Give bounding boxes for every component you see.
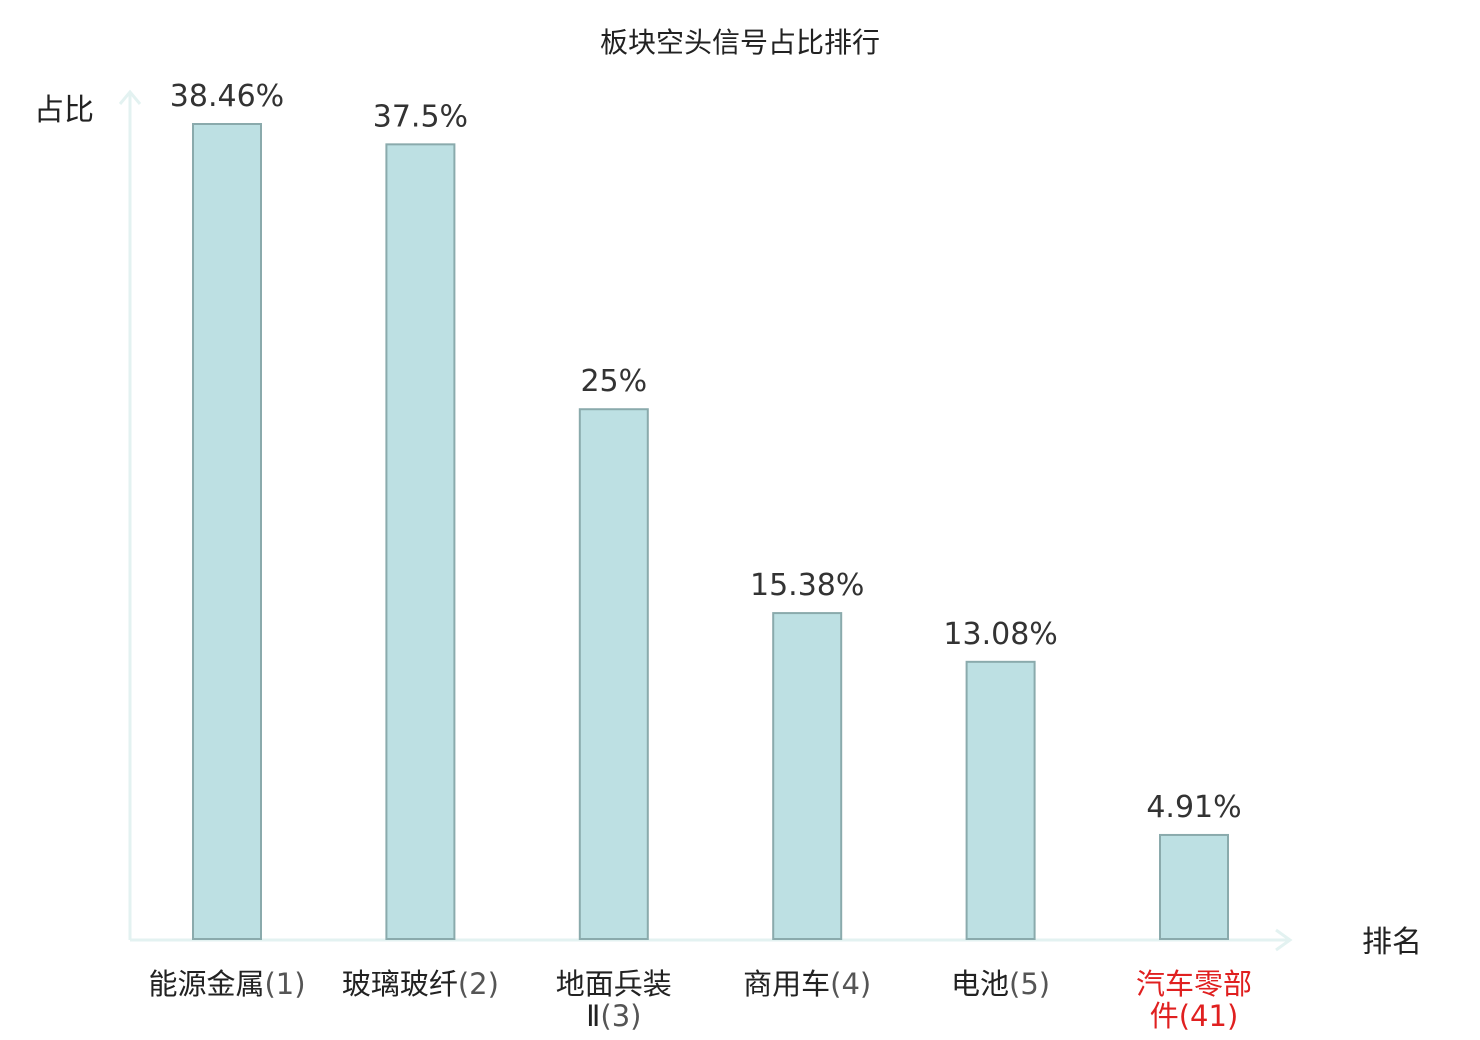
category-rank: (3) [600,999,641,1033]
category-label-5: 电池(5) [951,967,1050,1001]
y-axis-arrow [118,89,142,105]
value-label-4: 15.38% [750,568,864,603]
category-rank: (4) [830,967,871,1001]
category-name: Ⅱ [586,999,600,1033]
value-label-1: 38.46% [170,79,284,114]
category-rank: (1) [264,967,305,1001]
value-label-2: 37.5% [373,99,468,134]
bars-group [192,123,1229,941]
value-labels-group: 38.46% 37.5% 25% 15.38% 13.08% 4.91% [170,79,1242,825]
x-axis-label: 排名 [1362,925,1422,960]
category-rank: (41) [1179,999,1239,1033]
x-axis-arrow [1275,928,1293,952]
bar-2 [385,143,456,941]
category-rank: (2) [458,967,499,1001]
category-name: 能源金属 [148,967,264,1001]
category-rank: (5) [1009,967,1050,1001]
category-label-6-line-2: 件(41) [1150,999,1239,1033]
category-label-6-line-1: 汽车零部 [1136,967,1252,1001]
category-label-4: 商用车(4) [743,967,871,1001]
bar-4 [772,612,843,940]
category-name: 地面兵装 [556,967,672,1001]
value-label-6: 4.91% [1146,790,1241,825]
category-label-2: 玻璃玻纤(2) [342,967,499,1001]
y-axis-label: 占比 [34,93,94,128]
value-label-5: 13.08% [943,617,1057,652]
bar-6 [1159,833,1229,940]
bar-1 [192,123,262,940]
category-label-1: 能源金属(1) [148,967,305,1001]
category-name: 玻璃玻纤 [342,967,458,1001]
category-label-3-line-2: Ⅱ(3) [586,999,641,1033]
category-name: 汽车零部 [1136,967,1252,1001]
category-name: 件 [1150,999,1179,1033]
bar-5 [965,660,1036,941]
category-name: 商用车 [743,967,830,1001]
value-label-3: 25% [580,364,647,399]
category-name: 电池 [951,967,1009,1001]
chart-title: 板块空头信号占比排行 [600,26,880,59]
category-label-3-line-1: 地面兵装 [556,967,672,1001]
bar-3 [578,408,649,940]
